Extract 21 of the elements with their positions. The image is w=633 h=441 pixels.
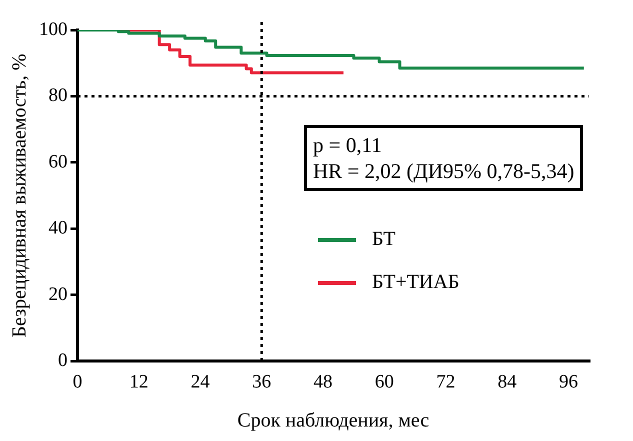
legend-label: БТ+ТИАБ	[372, 271, 460, 294]
x-tick-label: 12	[129, 372, 148, 393]
x-tick-label: 0	[72, 372, 82, 393]
x-tick-label: 96	[559, 372, 578, 393]
annotation: HR = 2,02 (ДИ95% 0,78-5,34)	[313, 158, 574, 184]
x-tick-label: 60	[374, 372, 394, 393]
x-tick-label: 48	[314, 372, 333, 393]
y-tick-label: 60	[48, 151, 68, 172]
annotation: p = 0,11	[313, 132, 383, 158]
y-tick-label: 20	[48, 284, 68, 305]
y-tick-label: 0	[58, 350, 68, 372]
x-tick-label: 36	[252, 372, 272, 393]
x-tick-label: 84	[498, 372, 518, 393]
y-tick-label: 100	[39, 18, 68, 40]
x-tick-label: 24	[190, 372, 210, 393]
x-axis-title: Срок наблюдения, мес	[237, 409, 430, 432]
y-axis-title: Безрецидивная выживаемость, %	[8, 54, 30, 338]
x-tick-label: 72	[436, 372, 456, 393]
y-tick-label: 40	[48, 218, 68, 239]
legend-label: БТ	[372, 228, 396, 251]
y-tick-label: 80	[48, 85, 68, 106]
